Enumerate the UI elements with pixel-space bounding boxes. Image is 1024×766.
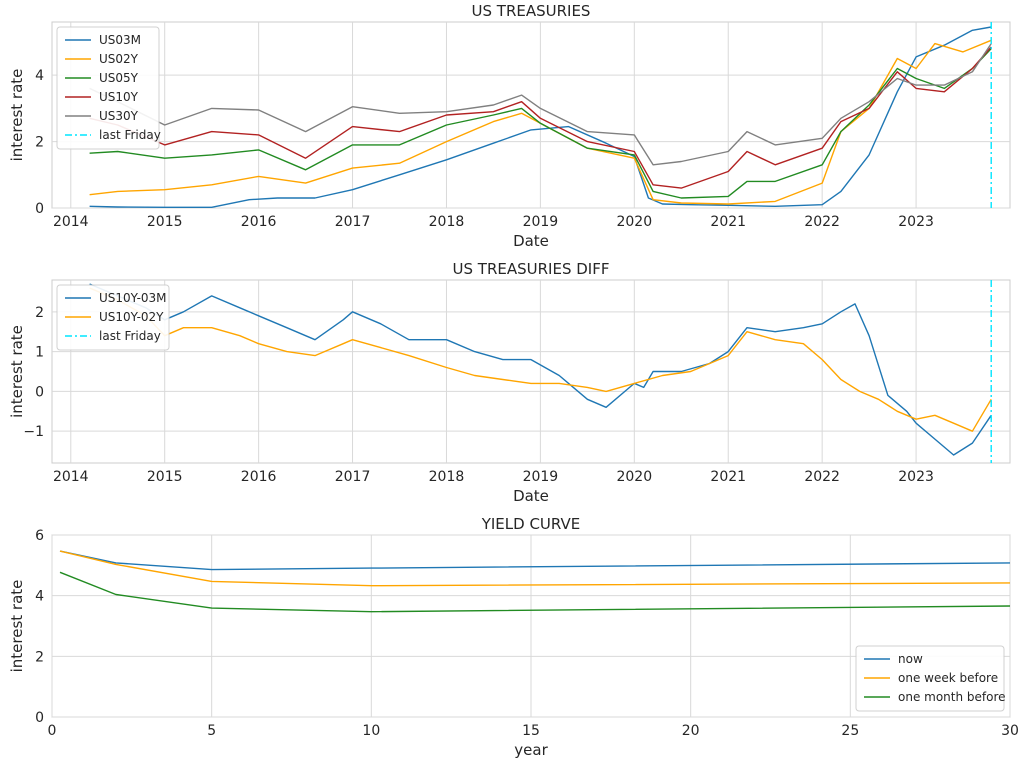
x-tick-label: 2017	[335, 214, 371, 230]
y-tick-label: 4	[35, 68, 44, 84]
y-tick-label: 2	[35, 305, 44, 321]
plot-area	[51, 279, 1011, 464]
legend-label: US02Y	[99, 52, 139, 66]
x-tick-label: 2022	[804, 214, 840, 230]
series-line-one week before	[59, 550, 1010, 587]
x-tick-label: 2019	[523, 214, 559, 230]
x-tick-label: 30	[1001, 723, 1019, 739]
treasuries-diff-chart: 2014 2015 2016 2017 2018 2019 2020 2021 2022 2023…	[8, 260, 1011, 505]
y-tick-label: 2	[35, 649, 44, 665]
legend: US03M US02Y US05Y US10Y US30Y last Friday	[56, 26, 161, 150]
series-group	[89, 283, 992, 456]
x-tick-label: 20	[682, 723, 700, 739]
treasuries-chart: 2014 2015 2016 2017 2018 2019 2020 2021 2022 2023…	[8, 2, 1011, 250]
legend-label: US10Y	[99, 90, 139, 104]
legend-label: last Friday	[99, 128, 161, 142]
chart-title: US TREASURIES	[472, 2, 591, 20]
legend-label: US30Y	[99, 109, 139, 123]
x-tick-label: 2023	[898, 469, 934, 485]
chart-title: YIELD CURVE	[481, 515, 581, 533]
legend-box	[855, 645, 1005, 712]
series-line-now	[59, 550, 1010, 571]
legend-label: US10Y-03M	[99, 291, 167, 305]
x-tick-label: 2018	[429, 214, 465, 230]
series-line-us10y-02y	[89, 287, 992, 432]
series-line-us03m	[89, 26, 992, 208]
series-line-us05y	[89, 48, 992, 199]
legend: now one week before one month before	[855, 645, 1006, 712]
x-tick-label: 2014	[53, 214, 89, 230]
legend-label: now	[898, 652, 923, 666]
legend-label: one week before	[898, 671, 998, 685]
x-tick-label: 2020	[616, 469, 652, 485]
x-tick-label: 2022	[804, 469, 840, 485]
legend: US10Y-03M US10Y-02Y last Friday	[56, 284, 170, 351]
y-tick-label: 0	[35, 710, 44, 726]
x-tick-label: 2019	[523, 469, 559, 485]
x-tick-label: 2015	[147, 214, 183, 230]
legend-box	[56, 284, 170, 351]
legend-box	[56, 26, 160, 150]
y-axis-label: interest rate	[8, 69, 26, 162]
series-group	[89, 26, 992, 208]
legend-label: US03M	[99, 33, 141, 47]
legend-label: one month before	[898, 690, 1006, 704]
y-tick-label: 0	[35, 201, 44, 217]
x-tick-label: 2020	[616, 214, 652, 230]
y-axis-label: interest rate	[8, 580, 26, 673]
x-tick-label: 2021	[710, 469, 746, 485]
x-tick-label: 0	[48, 723, 57, 739]
x-tick-label: 5	[207, 723, 216, 739]
x-tick-label: 2016	[241, 214, 277, 230]
legend-label: last Friday	[99, 329, 161, 343]
x-tick-label: 2016	[241, 469, 277, 485]
x-axis-label: Date	[513, 232, 549, 250]
series-line-us02y	[89, 39, 992, 205]
chart-title: US TREASURIES DIFF	[453, 260, 610, 278]
legend-label: US10Y-02Y	[99, 310, 164, 324]
y-tick-label: 4	[35, 589, 44, 605]
y-axis-label: interest rate	[8, 325, 26, 418]
y-tick-label: 6	[35, 528, 44, 544]
series-line-us30y	[89, 43, 992, 166]
x-tick-label: 2015	[147, 469, 183, 485]
yield-curve-chart: 0 5 10 15 20 25 30 0 2 4 6 YIELD CURVE year interest …	[8, 515, 1019, 759]
x-tick-label: 15	[522, 723, 540, 739]
series-group	[59, 550, 1010, 613]
x-axis-label: year	[514, 741, 548, 759]
series-line-us10y-03m	[89, 283, 992, 456]
x-tick-label: 2017	[335, 469, 371, 485]
x-tick-label: 10	[362, 723, 380, 739]
x-tick-label: 2014	[53, 469, 89, 485]
y-tick-label: 2	[35, 135, 44, 151]
y-tick-label: 0	[35, 384, 44, 400]
legend-label: US05Y	[99, 71, 139, 85]
y-tick-label: 1	[35, 345, 44, 361]
x-tick-label: 2021	[710, 214, 746, 230]
x-tick-label: 2023	[898, 214, 934, 230]
series-line-one month before	[59, 571, 1010, 613]
x-tick-label: 25	[841, 723, 859, 739]
x-axis-label: Date	[513, 487, 549, 505]
series-line-us10y	[89, 46, 992, 189]
x-tick-label: 2018	[429, 469, 465, 485]
y-tick-label: −1	[23, 424, 44, 440]
